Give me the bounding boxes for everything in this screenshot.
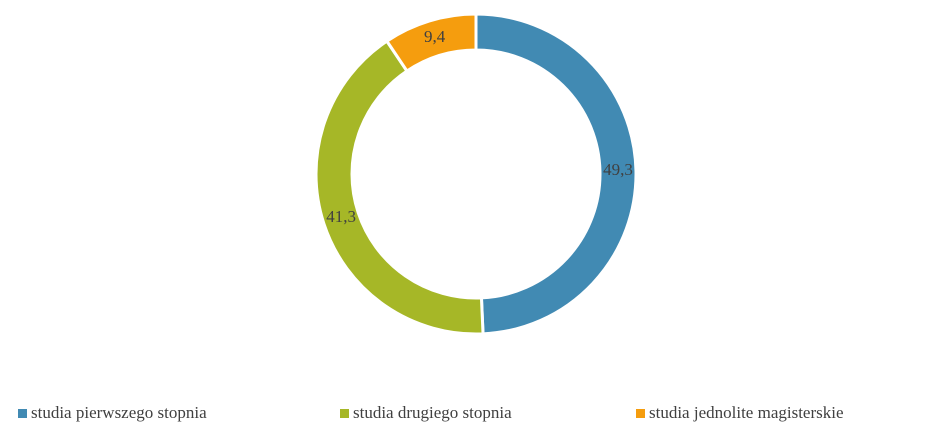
legend-swatch (18, 409, 27, 418)
donut-segment (384, 12, 478, 74)
legend-swatch (340, 409, 349, 418)
donut-segment (314, 39, 485, 336)
legend-label: studia drugiego stopnia (353, 403, 512, 422)
data-label: 9,4 (424, 27, 446, 46)
legend-label: studia pierwszego stopnia (31, 403, 207, 422)
data-label: 49,3 (603, 160, 633, 179)
donut-segment (474, 12, 638, 336)
legend-swatch (636, 409, 645, 418)
legend-label: studia jednolite magisterskie (649, 403, 844, 422)
data-label: 41,3 (326, 207, 356, 226)
